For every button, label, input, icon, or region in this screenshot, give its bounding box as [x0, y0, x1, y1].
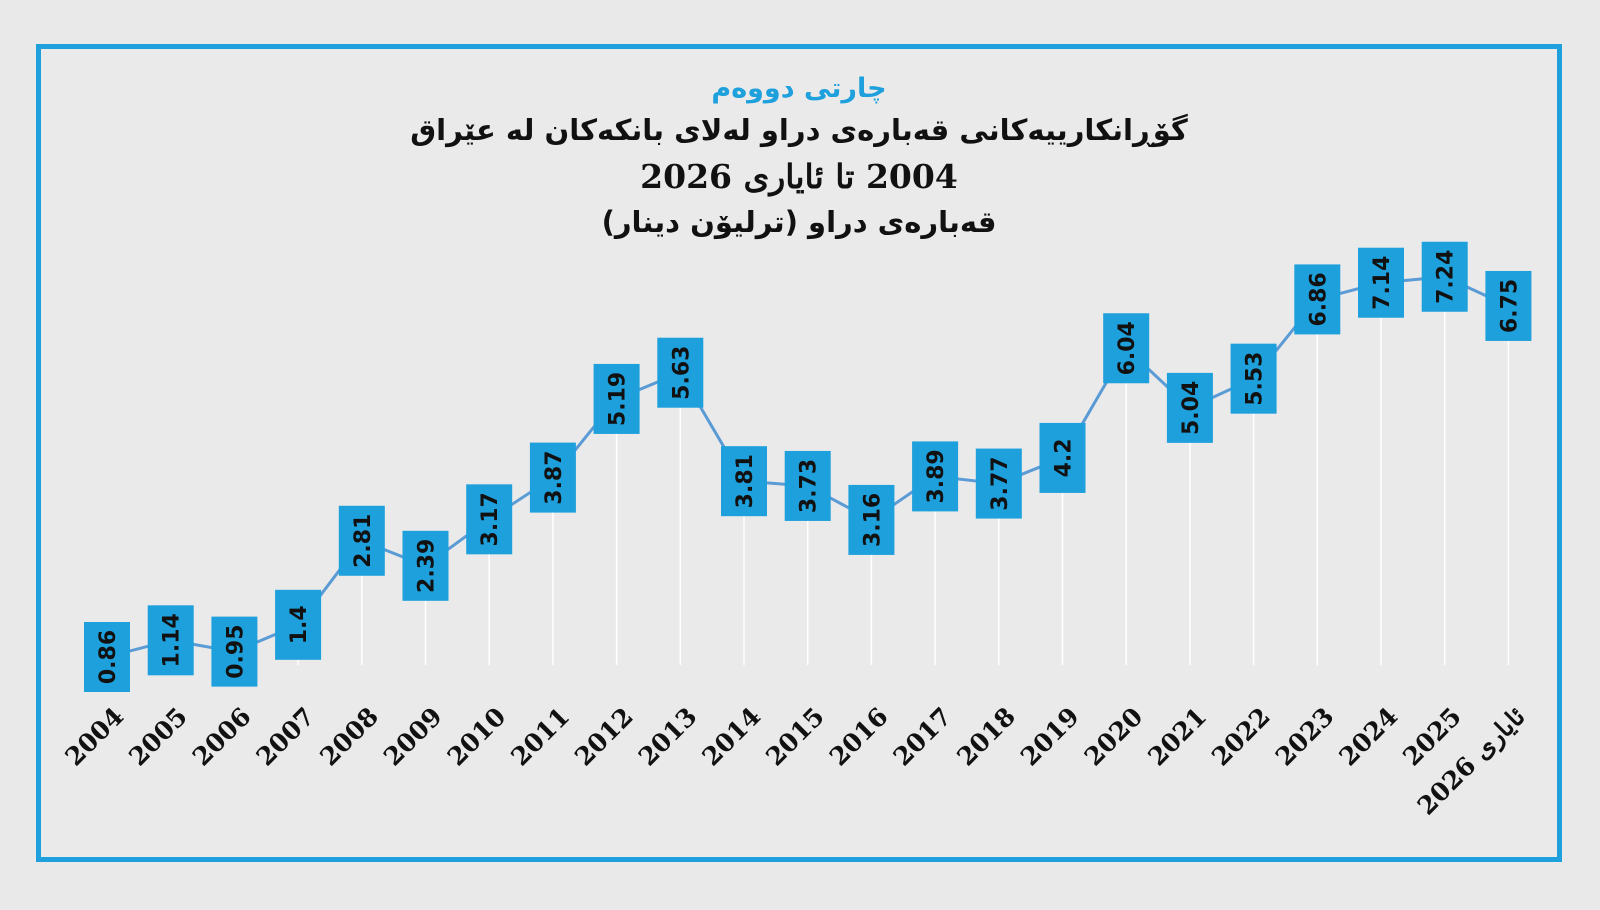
data-label-text: 3.16 [860, 493, 885, 547]
data-label: 2.39 [402, 530, 449, 601]
data-label: 7.24 [1421, 241, 1468, 312]
data-label: 0.86 [84, 622, 130, 692]
data-label-text: 3.17 [478, 492, 503, 546]
chart-label: چارتی دووەم [711, 73, 887, 104]
data-label-box [784, 450, 831, 521]
data-label: 5.63 [657, 337, 704, 408]
x-tick-label: 2024 [1334, 702, 1404, 772]
data-label-box [1039, 422, 1086, 493]
data-label: 1.4 [275, 589, 322, 660]
data-label-text: 7.14 [1370, 256, 1395, 310]
data-label-text: 5.04 [1179, 381, 1204, 435]
data-label: 5.53 [1230, 343, 1277, 414]
data-label-box [1103, 313, 1150, 384]
data-label-text: 2.81 [351, 514, 376, 568]
x-tick-label: 2023 [1270, 702, 1340, 772]
data-label-text: 7.24 [1434, 250, 1459, 304]
data-label-box [1421, 241, 1468, 312]
data-label-box [975, 448, 1022, 519]
data-label-box [657, 337, 704, 408]
data-label-box [529, 442, 576, 513]
data-label-box [1166, 372, 1213, 443]
data-label-box [721, 446, 767, 517]
data-label-box [402, 530, 449, 601]
data-label: 6.75 [1485, 270, 1532, 341]
data-label-text: 2.39 [415, 539, 440, 593]
data-label: 3.16 [848, 484, 895, 555]
data-label-text: 3.89 [924, 449, 949, 503]
data-label-box [147, 605, 194, 676]
x-tick-label: 2014 [697, 702, 767, 772]
data-label-text: 3.81 [733, 454, 758, 508]
x-tick-label: 2006 [187, 702, 257, 772]
data-label-text: 6.75 [1497, 279, 1522, 333]
data-label-box [84, 622, 130, 692]
data-label-text: 0.95 [223, 624, 248, 678]
data-label: 5.19 [593, 363, 640, 434]
x-tick-label: 2015 [760, 702, 830, 772]
data-label: 4.2 [1039, 422, 1086, 493]
data-label: 3.81 [721, 446, 767, 517]
data-label-text: 5.53 [1243, 352, 1268, 406]
x-tick-label: 2021 [1142, 702, 1212, 772]
data-label-text: 6.86 [1306, 272, 1331, 326]
x-tick-label: 2022 [1206, 702, 1276, 772]
data-label-text: 4.2 [1052, 438, 1077, 477]
x-tick-label: 2010 [442, 702, 512, 772]
data-label-text: 6.04 [1115, 321, 1140, 375]
data-label: 3.89 [912, 441, 959, 512]
x-tick-label: 2019 [1015, 702, 1085, 772]
data-label: 3.17 [466, 484, 513, 555]
data-label: 3.73 [784, 450, 831, 521]
data-label-text: 0.86 [96, 630, 121, 684]
x-tick-label: 2004 [60, 702, 130, 772]
data-label: 0.95 [211, 616, 258, 687]
data-label-text: 3.77 [988, 456, 1013, 510]
x-tick-label: 2016 [824, 702, 894, 772]
data-label-box [912, 441, 959, 512]
data-label-box [338, 505, 385, 576]
x-tick-label: 2005 [123, 702, 193, 772]
x-tick-label: 2007 [251, 702, 321, 772]
x-tick-label: 2020 [1079, 702, 1149, 772]
x-tick-label: 2013 [633, 702, 703, 772]
data-label-text: 5.19 [606, 372, 631, 426]
data-label-box [848, 484, 895, 555]
data-label-text: 3.73 [797, 459, 822, 513]
data-label-text: 1.4 [287, 605, 312, 644]
data-label-box [466, 484, 513, 555]
data-label-box [211, 616, 258, 687]
chart-title: گۆڕانکارییەکانی قەبارەی دراو لەلای بانکە… [410, 113, 1188, 147]
data-label: 6.04 [1103, 313, 1150, 384]
data-label-text: 1.14 [160, 613, 185, 667]
x-tick-label: 2012 [569, 702, 639, 772]
data-label-box [1294, 264, 1341, 335]
chart-subtitle: 2004 تا ئایاری 2026 [640, 157, 958, 196]
data-label-box [1230, 343, 1277, 414]
data-label-text: 5.63 [669, 346, 694, 400]
data-label-text: 3.87 [542, 450, 567, 504]
data-label: 3.87 [529, 442, 576, 513]
data-label-box [275, 589, 322, 660]
data-label: 1.14 [147, 605, 194, 676]
y-axis-label: قەبارەی دراو (ترلیۆن دینار) [601, 205, 997, 239]
data-label: 6.86 [1294, 264, 1341, 335]
x-tick-label: 2008 [314, 702, 384, 772]
data-label: 7.14 [1358, 247, 1404, 318]
data-label: 2.81 [338, 505, 385, 576]
data-label-box [593, 363, 640, 434]
x-tick-label: 2011 [505, 702, 575, 772]
data-label: 5.04 [1166, 372, 1213, 443]
x-tick-label: 2009 [378, 702, 448, 772]
x-tick-label: 2017 [888, 702, 958, 772]
data-label: 3.77 [975, 448, 1022, 519]
data-label-box [1358, 247, 1404, 318]
data-label-box [1485, 270, 1532, 341]
x-tick-label: 2018 [951, 702, 1021, 772]
